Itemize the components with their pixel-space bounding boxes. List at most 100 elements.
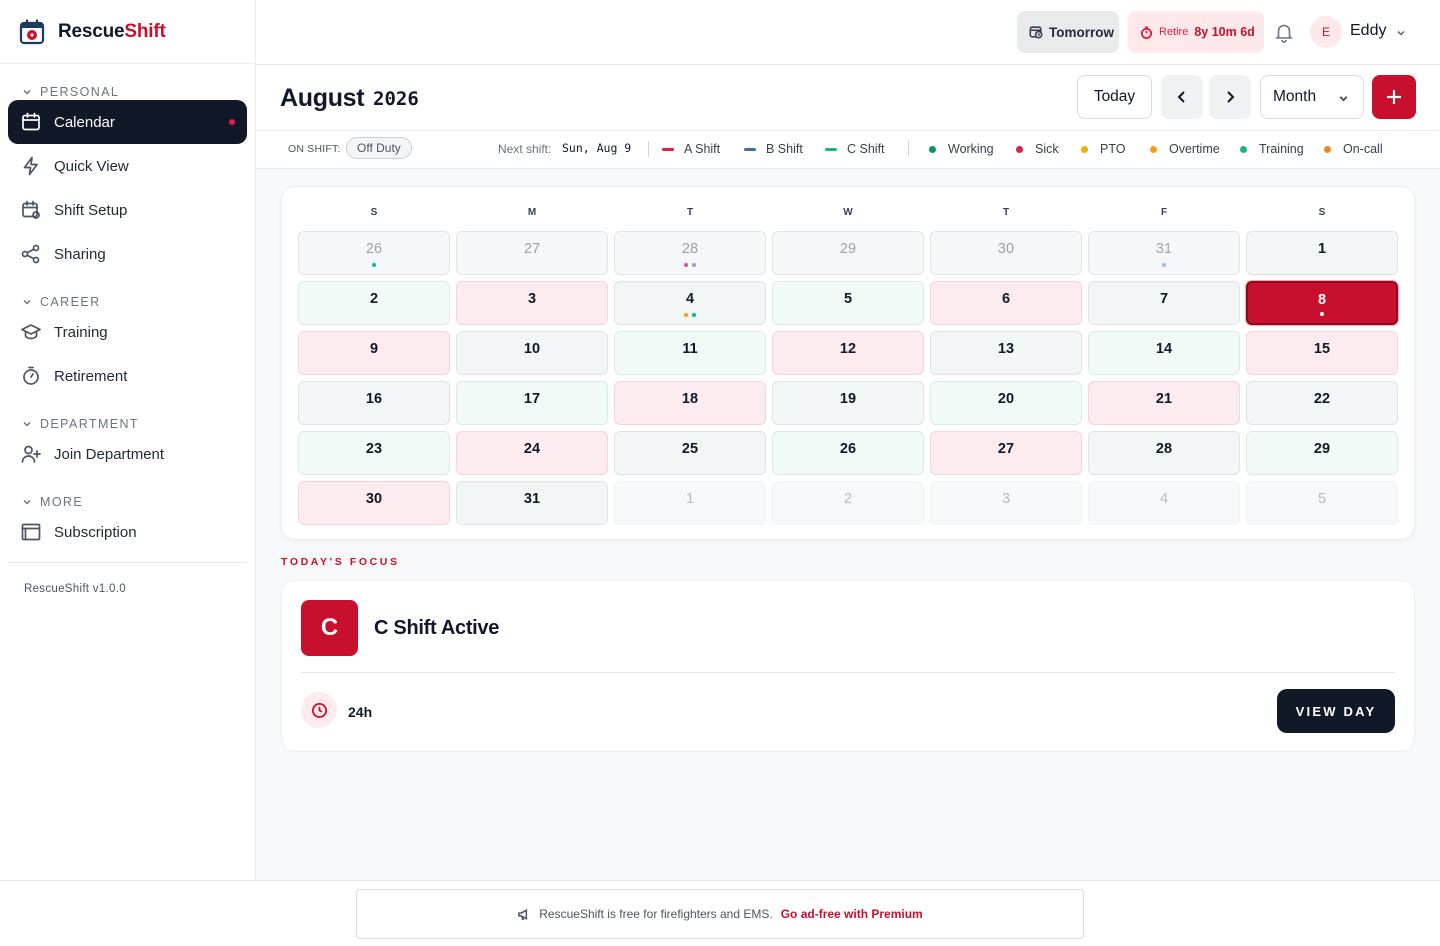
day-cell[interactable]: 7 xyxy=(1088,281,1240,325)
notifications-bell-icon[interactable] xyxy=(1273,21,1295,43)
share-icon xyxy=(21,244,40,264)
event-dot xyxy=(692,313,696,317)
day-cell[interactable]: 26 xyxy=(298,231,450,275)
previous-month-button[interactable] xyxy=(1161,75,1203,119)
legend-divider xyxy=(648,141,649,157)
day-cell[interactable]: 3 xyxy=(456,281,608,325)
day-cell[interactable]: 30 xyxy=(930,231,1082,275)
day-cell[interactable]: 29 xyxy=(772,231,924,275)
calendar-header: August 2026 Today Month xyxy=(256,65,1440,131)
sidebar-item-label: Calendar xyxy=(54,113,115,131)
day-cell[interactable]: 3 xyxy=(930,481,1082,525)
legend-status-training: Training xyxy=(1240,142,1304,156)
day-number: 30 xyxy=(365,491,383,507)
section-personal[interactable]: PERSONAL xyxy=(0,81,119,103)
sidebar-item-join-department[interactable]: Join Department xyxy=(8,432,247,476)
day-cell[interactable]: 1 xyxy=(614,481,766,525)
clock-icon xyxy=(301,692,337,728)
chevron-down-icon[interactable] xyxy=(1396,28,1406,38)
day-cell[interactable]: 28 xyxy=(614,231,766,275)
section-more[interactable]: MORE xyxy=(0,491,83,513)
view-day-button[interactable]: VIEW DAY xyxy=(1277,689,1395,733)
view-mode-select[interactable]: Month xyxy=(1260,75,1364,119)
app-version: RescueShift v1.0.0 xyxy=(24,583,126,595)
day-cell[interactable]: 2 xyxy=(298,281,450,325)
sidebar-divider xyxy=(8,562,247,563)
event-dot xyxy=(684,313,688,317)
day-number: 29 xyxy=(1313,441,1331,457)
day-number: 10 xyxy=(523,341,541,357)
day-cell[interactable]: 17 xyxy=(456,381,608,425)
sidebar-item-retirement[interactable]: Retirement xyxy=(8,354,247,398)
day-cell[interactable]: 15 xyxy=(1246,331,1398,375)
day-number: 1 xyxy=(1317,241,1327,257)
user-name[interactable]: Eddy xyxy=(1350,22,1387,39)
day-cell[interactable]: 1 xyxy=(1246,231,1398,275)
day-cell[interactable]: 24 xyxy=(456,431,608,475)
status-color-dot xyxy=(1150,145,1157,153)
user-avatar[interactable]: E xyxy=(1310,16,1342,48)
on-shift-label: ON SHIFT: xyxy=(288,143,341,155)
day-cell[interactable]: 19 xyxy=(772,381,924,425)
sidebar-item-subscription[interactable]: Subscription xyxy=(8,510,247,554)
weekday-header: S xyxy=(370,207,378,218)
day-cell[interactable]: 14 xyxy=(1088,331,1240,375)
day-cell[interactable]: 16 xyxy=(298,381,450,425)
day-cell[interactable]: 21 xyxy=(1088,381,1240,425)
day-cell[interactable]: 6 xyxy=(930,281,1082,325)
day-cell[interactable]: 5 xyxy=(1246,481,1398,525)
day-number: 5 xyxy=(1317,491,1327,507)
ad-banner[interactable]: RescueShift is free for firefighters and… xyxy=(356,889,1084,939)
day-cell[interactable]: 29 xyxy=(1246,431,1398,475)
sidebar-item-quick-view[interactable]: Quick View xyxy=(8,144,247,188)
day-cell[interactable]: 18 xyxy=(614,381,766,425)
day-cell[interactable]: 27 xyxy=(930,431,1082,475)
section-career[interactable]: CAREER xyxy=(0,291,101,313)
sidebar-item-label: Sharing xyxy=(54,245,106,263)
add-event-button[interactable] xyxy=(1372,75,1416,119)
day-cell[interactable]: 9 xyxy=(298,331,450,375)
sidebar-item-label: Retirement xyxy=(54,367,128,385)
day-number: 12 xyxy=(839,341,857,357)
sidebar-item-sharing[interactable]: Sharing xyxy=(8,232,247,276)
day-number: 28 xyxy=(1155,441,1173,457)
section-department[interactable]: DEPARTMENT xyxy=(0,413,139,435)
day-cell[interactable]: 4 xyxy=(614,281,766,325)
day-number: 26 xyxy=(839,441,857,457)
day-cell[interactable]: 28 xyxy=(1088,431,1240,475)
today-button[interactable]: Today xyxy=(1077,75,1152,119)
day-cell[interactable]: 4 xyxy=(1088,481,1240,525)
day-cell[interactable]: 10 xyxy=(456,331,608,375)
sidebar-item-shift-setup[interactable]: Shift Setup xyxy=(8,188,247,232)
next-month-button[interactable] xyxy=(1209,75,1251,119)
day-cell[interactable]: 31 xyxy=(456,481,608,525)
todays-focus-card: C C Shift Active 24h VIEW DAY xyxy=(281,580,1415,752)
sidebar-item-calendar[interactable]: Calendar xyxy=(8,100,247,144)
brand[interactable]: RescueShift xyxy=(0,0,255,64)
day-cell[interactable]: 20 xyxy=(930,381,1082,425)
sidebar-item-training[interactable]: Training xyxy=(8,310,247,354)
tomorrow-button[interactable]: Tomorrow xyxy=(1017,11,1119,53)
day-cell[interactable]: 31 xyxy=(1088,231,1240,275)
event-dot xyxy=(684,263,688,267)
day-cell[interactable]: 25 xyxy=(614,431,766,475)
day-cell[interactable]: 23 xyxy=(298,431,450,475)
day-cell[interactable]: 27 xyxy=(456,231,608,275)
day-cell[interactable]: 26 xyxy=(772,431,924,475)
day-cell[interactable]: 5 xyxy=(772,281,924,325)
day-cell[interactable]: 8 xyxy=(1246,281,1398,325)
day-cell[interactable]: 22 xyxy=(1246,381,1398,425)
retirement-countdown-button[interactable]: Retire 8y 10m 6d xyxy=(1128,11,1264,53)
focus-title: C Shift Active xyxy=(374,617,500,639)
day-cell[interactable]: 12 xyxy=(772,331,924,375)
day-number: 31 xyxy=(1155,241,1173,257)
premium-link[interactable]: Go ad-free with Premium xyxy=(780,907,923,921)
event-dot xyxy=(692,263,696,267)
day-cell[interactable]: 11 xyxy=(614,331,766,375)
day-cell[interactable]: 2 xyxy=(772,481,924,525)
legend-bar: ON SHIFT: Off Duty Next shift: Sun, Aug … xyxy=(256,131,1440,169)
day-number: 15 xyxy=(1313,341,1331,357)
day-cell[interactable]: 13 xyxy=(930,331,1082,375)
day-cell[interactable]: 30 xyxy=(298,481,450,525)
